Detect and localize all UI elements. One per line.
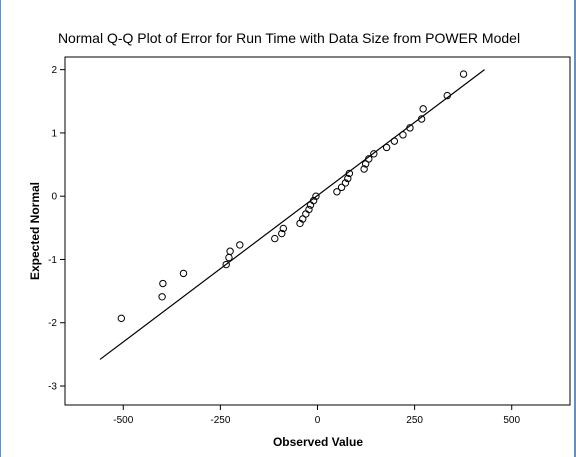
data-point [179, 269, 188, 278]
data-point [309, 196, 318, 205]
data-point [399, 131, 407, 139]
chart-title: Normal Q-Q Plot of Error for Run Time wi… [57, 30, 521, 46]
data-point [382, 143, 391, 152]
data-point [226, 247, 234, 255]
data-point [345, 169, 354, 178]
y-tick-label: -3 [48, 382, 57, 393]
x-tick-label: -250 [210, 415, 230, 426]
data-point [158, 293, 166, 301]
data-point [279, 224, 288, 233]
data-point [159, 279, 167, 288]
x-tick-label: 500 [503, 415, 520, 426]
x-tick-label: 250 [406, 415, 423, 426]
reference-line [99, 69, 485, 360]
y-tick-label: -1 [48, 255, 57, 266]
data-point [365, 155, 373, 163]
y-tick-label: 2 [51, 65, 57, 76]
data-point [360, 165, 368, 173]
data-point [333, 188, 341, 196]
reference-line-layer [99, 69, 485, 360]
data-point [390, 137, 399, 145]
data-point [341, 179, 350, 187]
data-point [417, 115, 426, 123]
y-tick-label: 1 [51, 128, 57, 139]
y-axis-label: Expected Normal [28, 182, 42, 280]
y-axis: -3 -2 -1 0 1 2 [48, 65, 65, 393]
data-point [305, 205, 313, 214]
data-point [312, 192, 320, 200]
data-point [271, 234, 279, 243]
y-tick-label: -2 [48, 318, 57, 329]
data-point [278, 229, 286, 238]
points-layer [117, 70, 468, 323]
data-point [406, 124, 414, 132]
x-tick-label: 0 [315, 415, 321, 426]
data-point [370, 150, 378, 158]
x-axis: -500 -250 0 250 500 [113, 405, 521, 426]
data-point [419, 105, 427, 113]
data-point [344, 174, 352, 183]
data-point [117, 314, 126, 323]
plot-frame [64, 56, 571, 406]
x-axis-label: Observed Value [273, 435, 363, 449]
data-point [222, 260, 230, 269]
data-point [443, 91, 451, 100]
y-tick-label: 0 [51, 192, 57, 203]
data-point [337, 183, 346, 192]
data-point [236, 241, 244, 249]
x-tick-label: -500 [113, 415, 133, 426]
data-point [459, 70, 468, 78]
